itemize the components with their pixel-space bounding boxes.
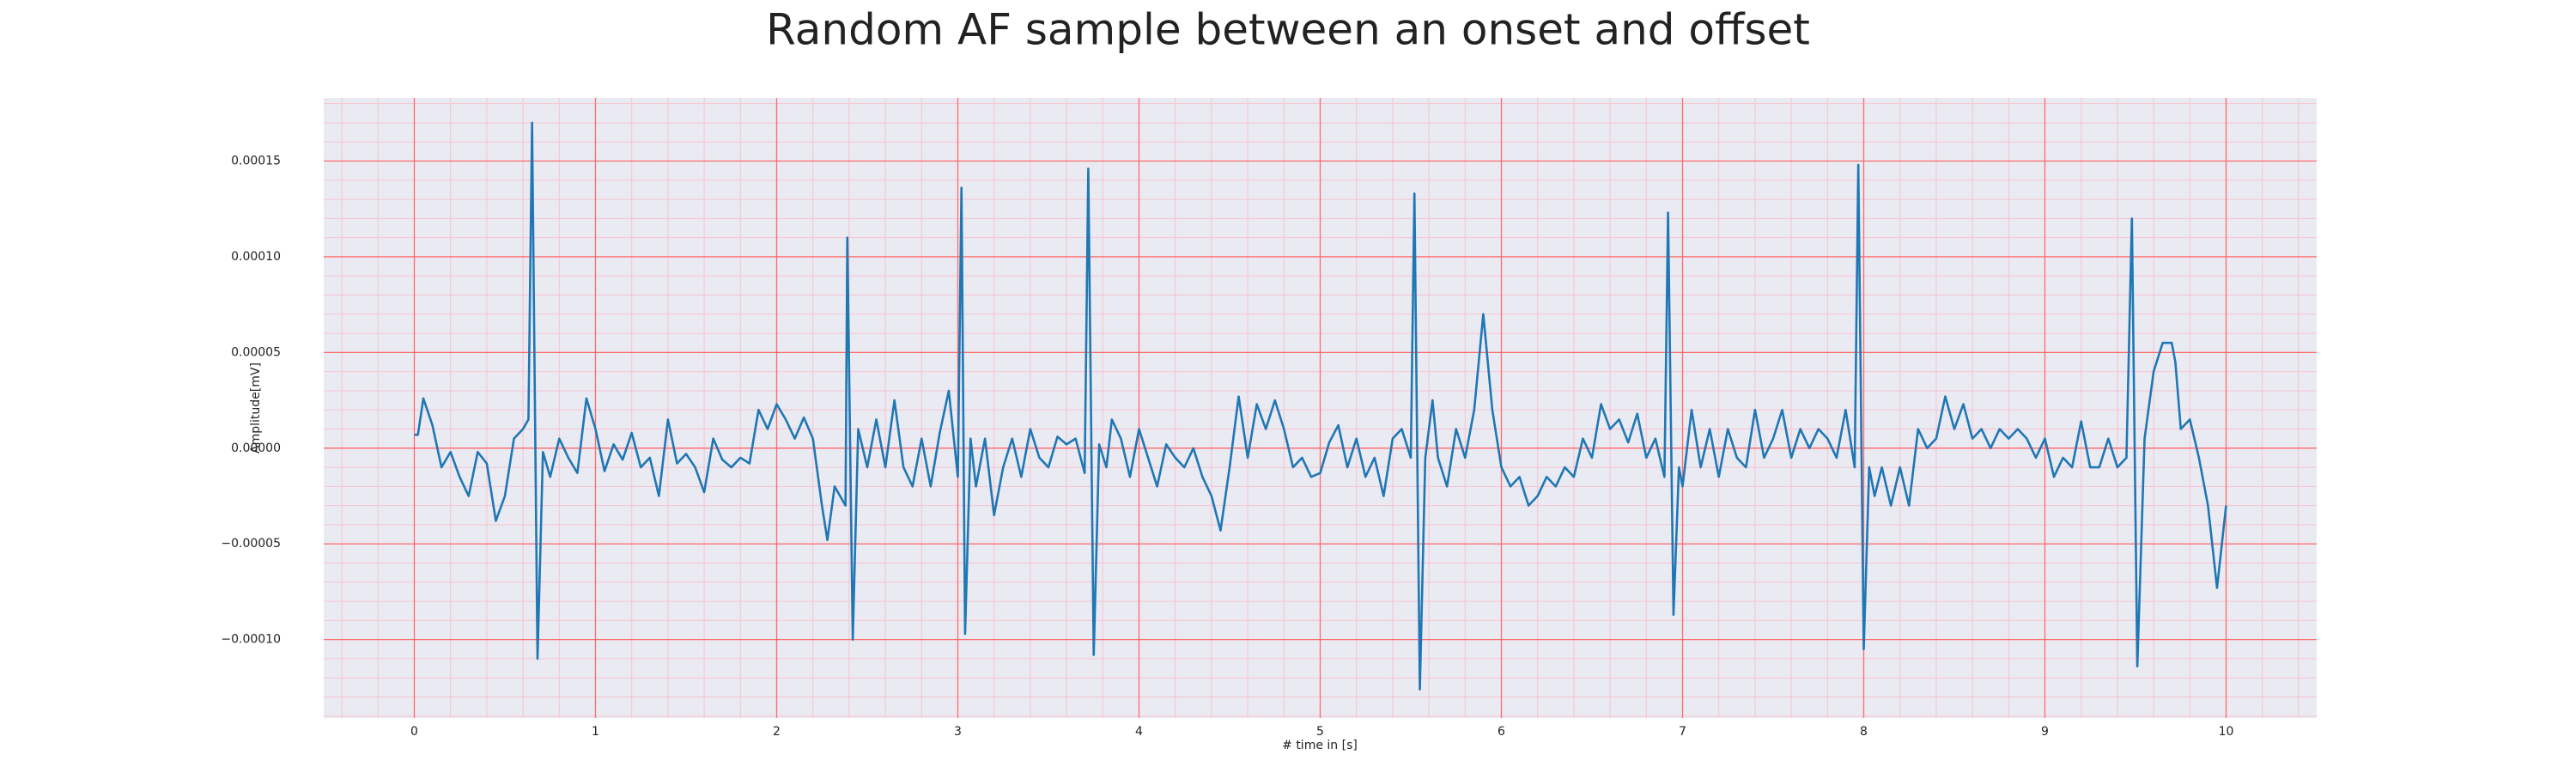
x-tick-label: 9 <box>2041 725 2049 739</box>
ecg-line <box>414 121 2227 691</box>
x-tick-label: 4 <box>1135 725 1143 739</box>
y-tick-label: −0.00010 <box>221 633 281 647</box>
y-axis-label: Amplitude[mV] <box>249 362 263 453</box>
x-axis-label: # time in [s] <box>1282 739 1358 752</box>
y-tick-label: 0.00005 <box>231 345 281 359</box>
x-tick-label: 2 <box>773 725 781 739</box>
x-tick-label: 8 <box>1860 725 1868 739</box>
chart-title: Random AF sample between an onset and of… <box>766 5 1810 55</box>
y-tick-label: 0.00015 <box>231 155 281 168</box>
x-tick-label: 0 <box>410 725 418 739</box>
y-tick-label: 0.00010 <box>231 250 281 264</box>
y-tick-label: 0.00000 <box>231 441 281 455</box>
x-tick-label: 10 <box>2219 725 2234 739</box>
x-tick-label: 3 <box>954 725 962 739</box>
x-tick-label: 7 <box>1679 725 1686 739</box>
y-tick-label: −0.00005 <box>221 537 281 551</box>
x-tick-label: 1 <box>592 725 599 739</box>
x-tick-label: 6 <box>1498 725 1505 739</box>
x-tick-label: 5 <box>1316 725 1324 739</box>
